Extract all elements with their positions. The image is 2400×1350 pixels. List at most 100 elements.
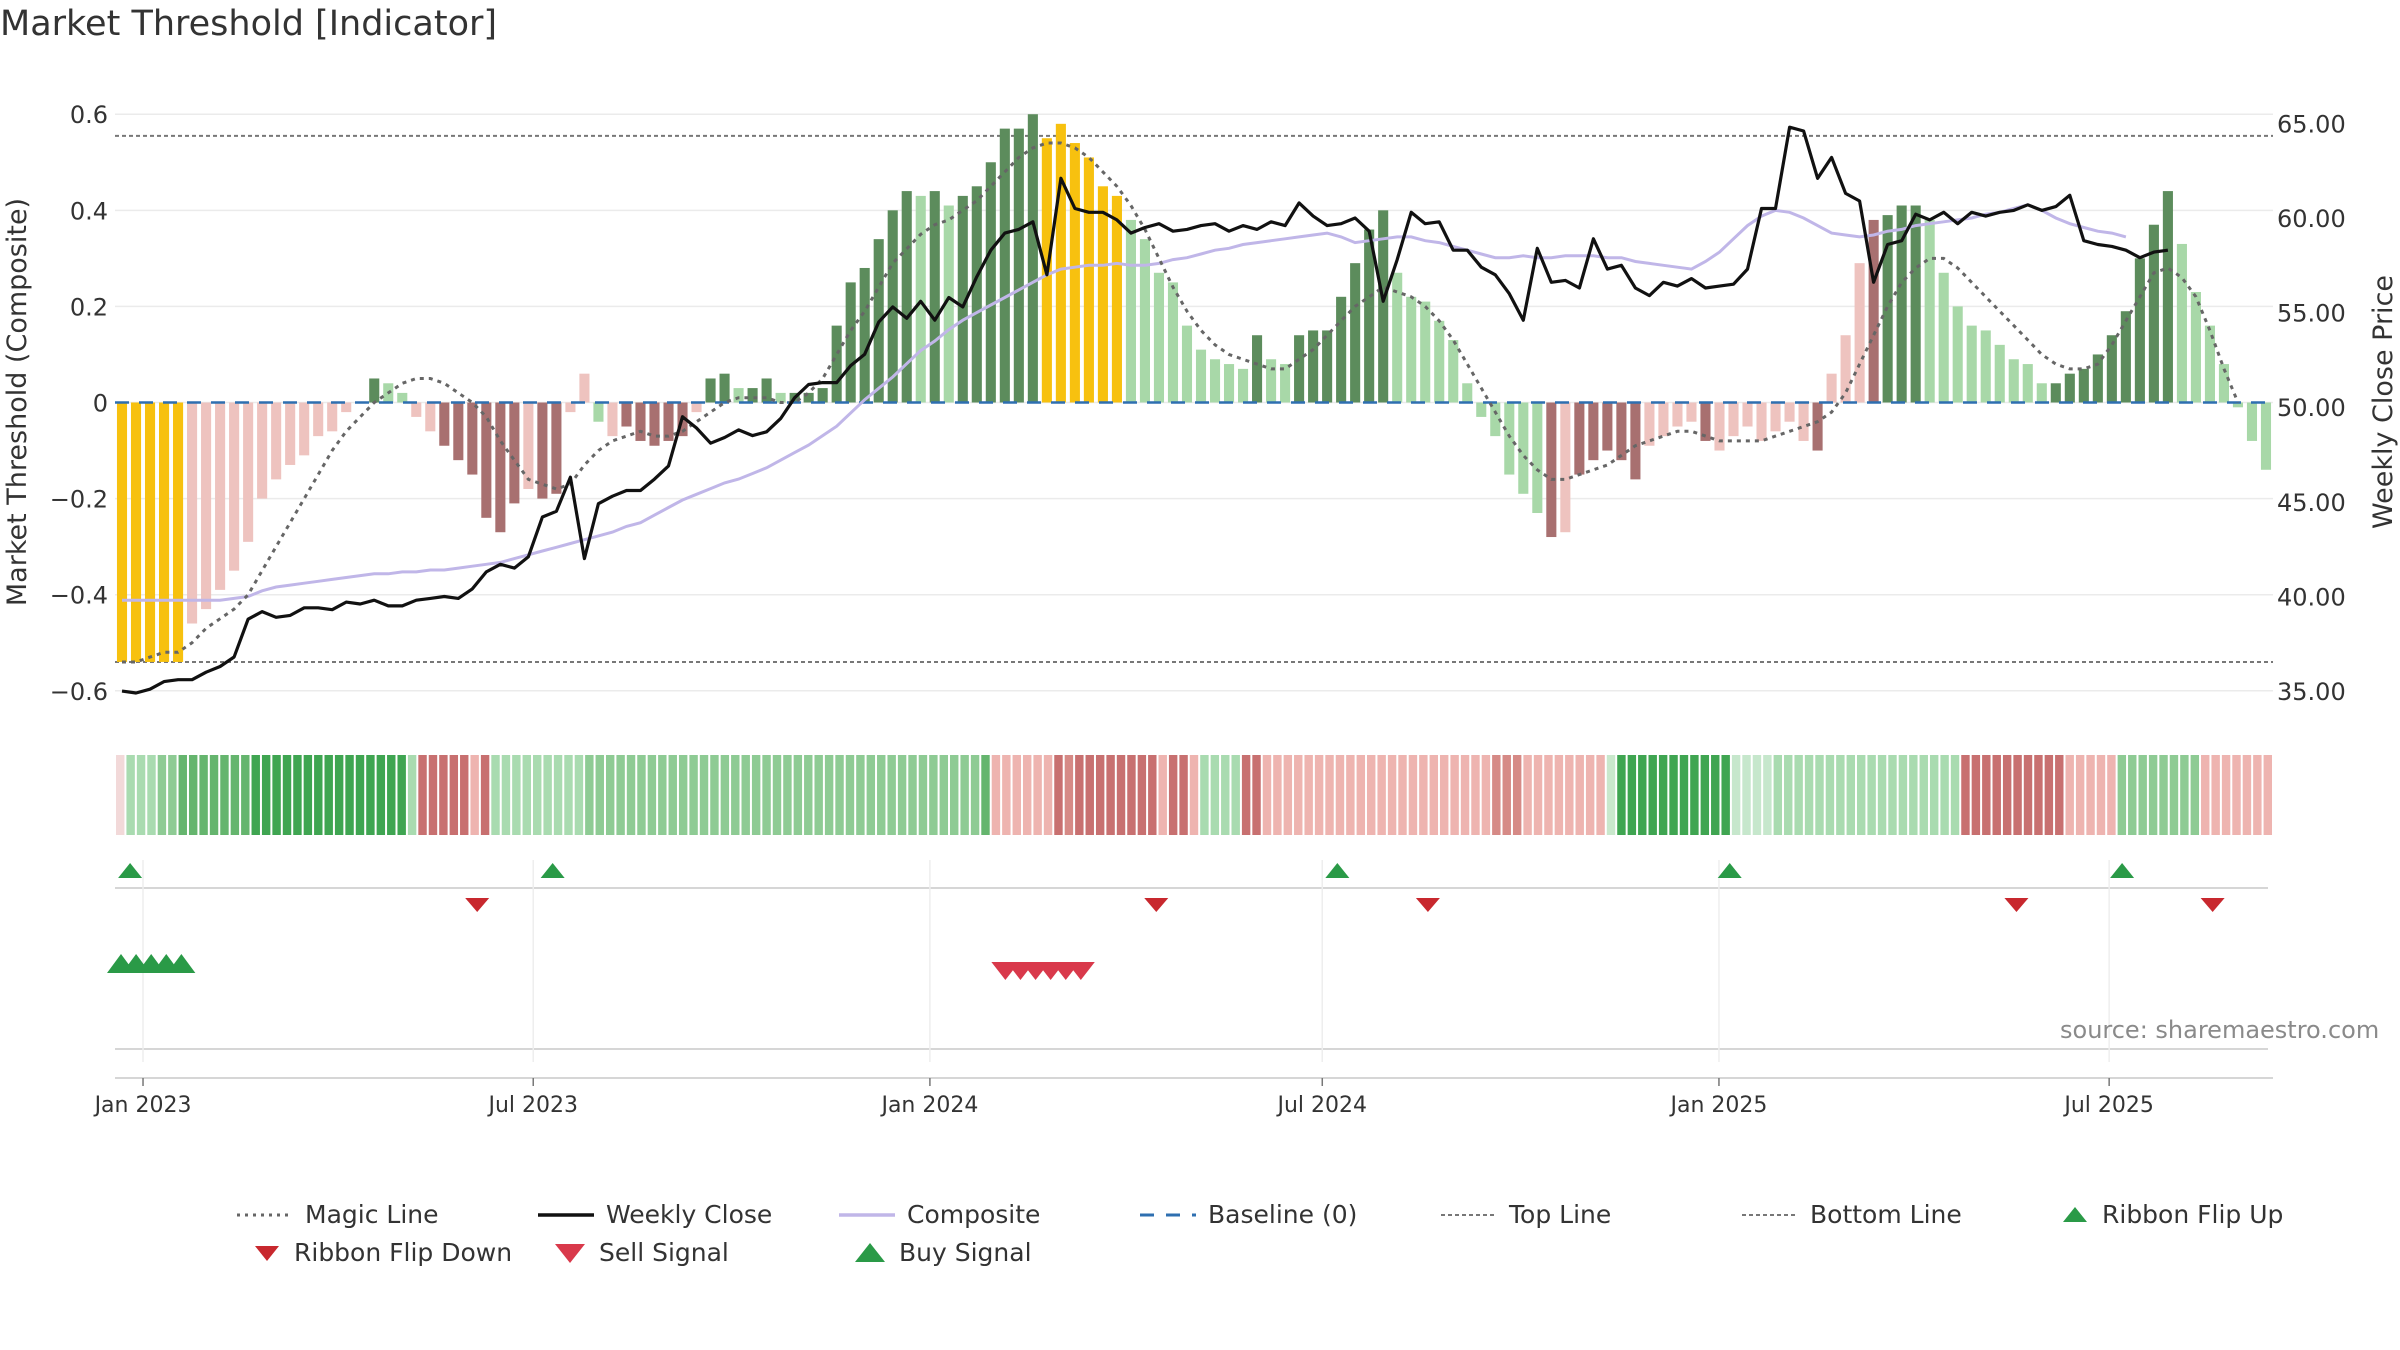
ribbon-cell	[1815, 755, 1824, 835]
x-tick-label: Jan 2024	[879, 1093, 978, 1118]
ribbon-cell	[480, 755, 490, 835]
composite-bar	[201, 402, 212, 610]
composite-bar	[215, 402, 226, 590]
composite-bar	[957, 195, 968, 403]
ribbon-cell	[147, 755, 156, 835]
ribbon-cell	[512, 755, 521, 835]
ribbon-cell	[2253, 755, 2262, 835]
ribbon-cell	[2221, 755, 2231, 835]
legend-item-ribbon-flip-up: Ribbon Flip Up	[2060, 1200, 2283, 1229]
legend: Magic Line Weekly Close Composite Baseli…	[0, 1200, 2400, 1290]
ribbon-cell	[637, 755, 646, 835]
legend-item-bottom-line: Bottom Line	[1742, 1200, 1962, 1229]
ribbon-cell	[1971, 755, 1981, 835]
composite-bar	[2260, 402, 2272, 470]
ribbon-cell	[751, 755, 761, 835]
legend-label: Buy Signal	[899, 1238, 1032, 1267]
ribbon-cell	[2086, 755, 2095, 835]
composite-bar	[1364, 229, 1375, 403]
composite-bar	[1294, 335, 1305, 403]
ribbon-cell	[1638, 755, 1647, 835]
ribbon-cell	[1325, 755, 1334, 835]
ribbon-cell	[1095, 755, 1105, 835]
composite-bar	[1546, 402, 1557, 538]
ribbon-cell	[1002, 755, 1011, 835]
ribbon-cell	[2148, 755, 2158, 835]
ribbon-cell	[460, 755, 469, 835]
ribbon-cell	[1898, 755, 1908, 835]
ribbon-cell	[1346, 755, 1355, 835]
y2-tick-label: 60.00	[2277, 205, 2346, 233]
composite-bar	[1910, 205, 1921, 403]
ribbon-cell	[428, 755, 438, 835]
ribbon-cell	[220, 755, 229, 835]
ribbon-cell	[2044, 755, 2054, 835]
ribbon-cell	[1836, 755, 1845, 835]
ribbon-cell	[314, 755, 323, 835]
ribbon-cell	[1137, 755, 1147, 835]
ribbon-cell	[2242, 755, 2252, 835]
ribbon-cell	[616, 755, 625, 835]
ribbon-cell	[1304, 755, 1313, 835]
composite-bar	[116, 402, 128, 662]
triangle-down-icon	[555, 1243, 585, 1263]
ribbon-cell	[230, 755, 240, 835]
composite-bar	[397, 392, 408, 403]
ribbon-cell	[658, 755, 667, 835]
ribbon-cell	[168, 755, 177, 835]
ribbon-cell	[116, 755, 125, 835]
composite-bar	[187, 402, 198, 624]
solid-line-icon	[839, 1212, 895, 1217]
ribbon-cell	[1189, 755, 1199, 835]
composite-bar	[1083, 157, 1094, 403]
ribbon-cell	[2232, 755, 2241, 835]
ribbon-cell	[2002, 755, 2012, 835]
ribbon-cell	[772, 755, 782, 835]
composite-bar	[1686, 402, 1697, 422]
ribbon-cell	[897, 755, 907, 835]
ribbon-cell	[1950, 755, 1960, 835]
composite-bar	[1097, 186, 1108, 403]
composite-bar	[1476, 402, 1487, 417]
ribbon-cell	[960, 755, 969, 835]
composite-bar	[663, 402, 674, 441]
composite-bar	[257, 402, 268, 499]
composite-bar	[537, 402, 548, 499]
ribbon-flip-down-marker	[2200, 898, 2225, 912]
composite-bar	[1700, 402, 1711, 441]
composite-bar	[1952, 306, 1963, 403]
ribbon-cell	[929, 755, 938, 835]
ribbon-cell	[1335, 755, 1345, 835]
composite-bar	[1896, 205, 1907, 403]
ribbon-cell	[731, 755, 740, 835]
source-label: source: sharemaestro.com	[2060, 1016, 2380, 1044]
legend-label: Baseline (0)	[1208, 1200, 1358, 1229]
composite-bar	[2134, 258, 2145, 403]
y-tick-label: 0.2	[70, 293, 108, 321]
ribbon-cell	[1585, 755, 1595, 835]
ribbon-cell	[1294, 755, 1303, 835]
ribbon-cell	[1856, 755, 1866, 835]
composite-bar	[747, 388, 758, 403]
composite-bar	[2190, 291, 2201, 403]
ribbon-cell	[1231, 755, 1240, 835]
composite-bar	[831, 325, 842, 403]
composite-bar	[1139, 239, 1150, 403]
ribbon-cell	[2055, 755, 2064, 835]
composite-bar	[1980, 330, 1991, 403]
composite-bar	[929, 191, 940, 403]
composite-bar	[845, 282, 856, 403]
ribbon-cell	[950, 755, 959, 835]
ribbon-cell	[449, 755, 459, 835]
composite-bar	[1658, 402, 1669, 437]
ribbon-cell	[407, 755, 417, 835]
composite-bar	[495, 402, 506, 533]
ribbon-cell	[2023, 755, 2033, 835]
ribbon-flip-up-marker	[1717, 863, 1742, 878]
ribbon-cell	[1919, 755, 1928, 835]
ribbon-cell	[1460, 755, 1470, 835]
weekly-close-line	[121, 125, 2169, 695]
ribbon-cell	[2075, 755, 2085, 835]
composite-bar	[411, 402, 422, 417]
